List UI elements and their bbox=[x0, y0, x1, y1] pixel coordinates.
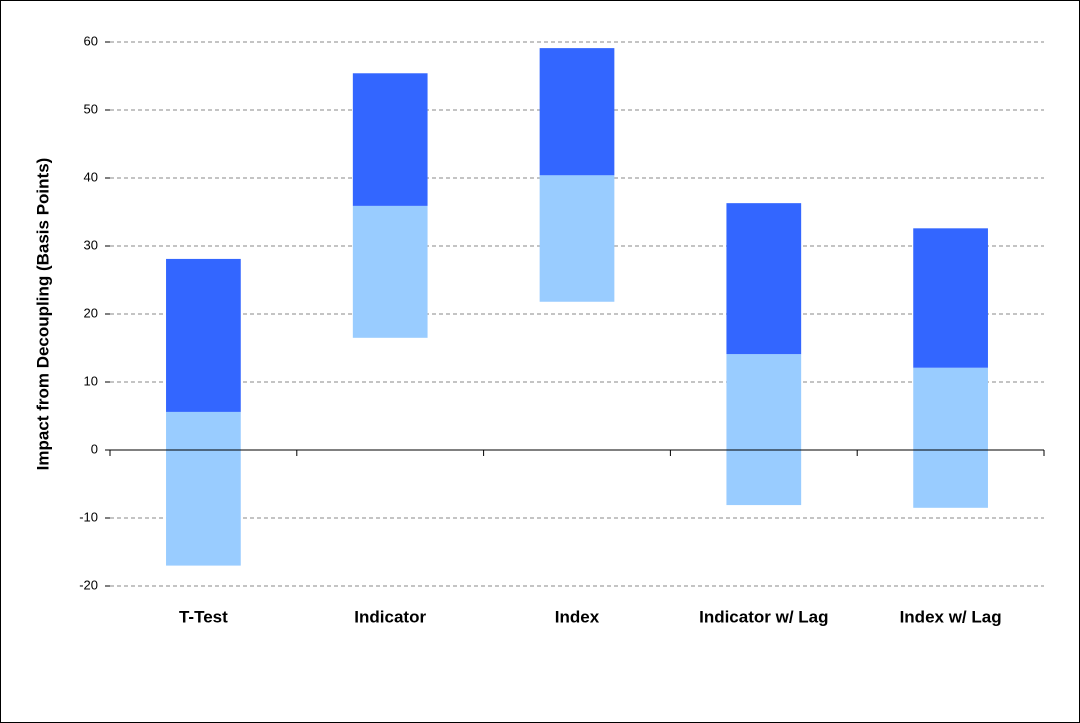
x-tick-label: Index w/ Lag bbox=[900, 607, 1002, 626]
x-tick-label: Indicator bbox=[354, 607, 426, 626]
y-tick-label: 30 bbox=[84, 237, 98, 252]
y-tick-label: 40 bbox=[84, 169, 98, 184]
x-tick-label: Indicator w/ Lag bbox=[699, 607, 828, 626]
y-tick-label: 50 bbox=[84, 101, 98, 116]
y-tick-label: -10 bbox=[79, 509, 98, 524]
bar-segment bbox=[352, 205, 428, 338]
x-tick-label: T-Test bbox=[179, 607, 228, 626]
bar-segment bbox=[352, 73, 428, 206]
bar-segment bbox=[726, 203, 802, 355]
y-tick-label: 20 bbox=[84, 305, 98, 320]
bar-segment bbox=[913, 367, 988, 508]
y-tick-label: 0 bbox=[91, 441, 98, 456]
bar-segment bbox=[166, 258, 241, 412]
bar-segment bbox=[913, 228, 988, 368]
bar-segment bbox=[539, 175, 615, 302]
bar-segment bbox=[539, 48, 615, 176]
bar-segment bbox=[726, 354, 802, 506]
bar-segment bbox=[166, 411, 241, 566]
x-tick-label: Index bbox=[555, 607, 600, 626]
y-tick-label: 60 bbox=[84, 33, 98, 48]
y-tick-label: -20 bbox=[79, 577, 98, 592]
y-tick-label: 10 bbox=[84, 373, 98, 388]
y-axis-label: Impact from Decoupling (Basis Points) bbox=[33, 158, 52, 471]
